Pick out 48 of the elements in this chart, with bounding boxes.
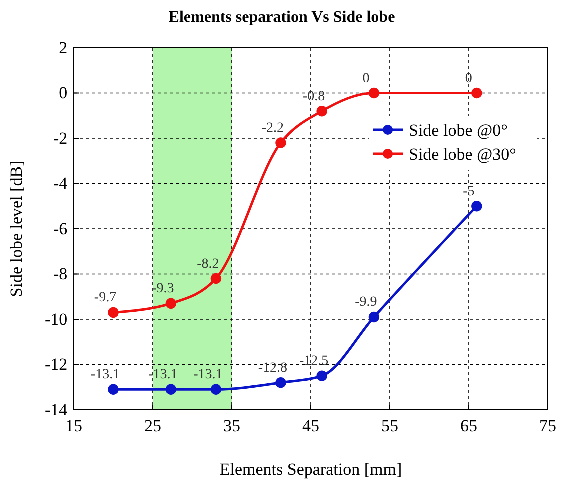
y-tick-label: -4 (53, 174, 68, 194)
y-tick-label: -14 (44, 400, 68, 420)
point (368, 88, 380, 99)
point (108, 307, 119, 318)
x-tick-label: 55 (382, 416, 398, 436)
data-label: -12.5 (299, 354, 329, 370)
point (368, 312, 380, 323)
legend-label: Side lobe @30° (409, 145, 516, 164)
chart-title: Elements separation Vs Side lobe (168, 9, 396, 26)
x-tick-label: 75 (540, 416, 556, 436)
data-label: -2.2 (262, 121, 284, 136)
x-tick-label: 25 (144, 416, 162, 436)
data-label: -13.1 (194, 368, 223, 383)
data-label: -9.9 (355, 295, 378, 310)
x-tick-label: 45 (302, 416, 320, 436)
y-tick-label: -12 (44, 355, 68, 374)
y-tick-label: 2 (59, 38, 68, 58)
point (166, 298, 177, 310)
data-label: 0 (362, 71, 370, 86)
y-tick-label: 0 (59, 84, 68, 103)
data-label: -12.8 (258, 360, 288, 376)
y-tick-label: -6 (53, 219, 68, 238)
data-label: -13.1 (90, 368, 120, 383)
point (276, 138, 286, 148)
data-label: -9.7 (94, 290, 117, 306)
legend-label: Side lobe @0° (409, 121, 508, 140)
point (316, 106, 328, 117)
x-tick-label: 15 (66, 416, 82, 436)
point (472, 88, 482, 99)
y-tick-label: -10 (44, 310, 68, 329)
x-tick-label: 65 (460, 416, 478, 436)
point (472, 201, 482, 212)
data-label: -8.2 (197, 256, 220, 272)
y-tick-label: -2 (53, 128, 68, 148)
x-axis-title: Elements Separation [mm] (220, 460, 402, 479)
point (276, 378, 286, 388)
point (108, 384, 119, 395)
y-tick-label: -8 (53, 264, 68, 284)
point (316, 370, 328, 382)
data-label: -0.8 (302, 89, 326, 104)
data-label: -9.3 (152, 282, 174, 297)
data-label: -13.1 (148, 368, 178, 383)
x-tick-label: 35 (224, 416, 240, 436)
point (210, 273, 222, 284)
y-axis-title: Side lobe level [dB] (7, 160, 26, 298)
point (166, 384, 177, 395)
data-label: 0 (465, 71, 472, 86)
point (210, 384, 222, 395)
